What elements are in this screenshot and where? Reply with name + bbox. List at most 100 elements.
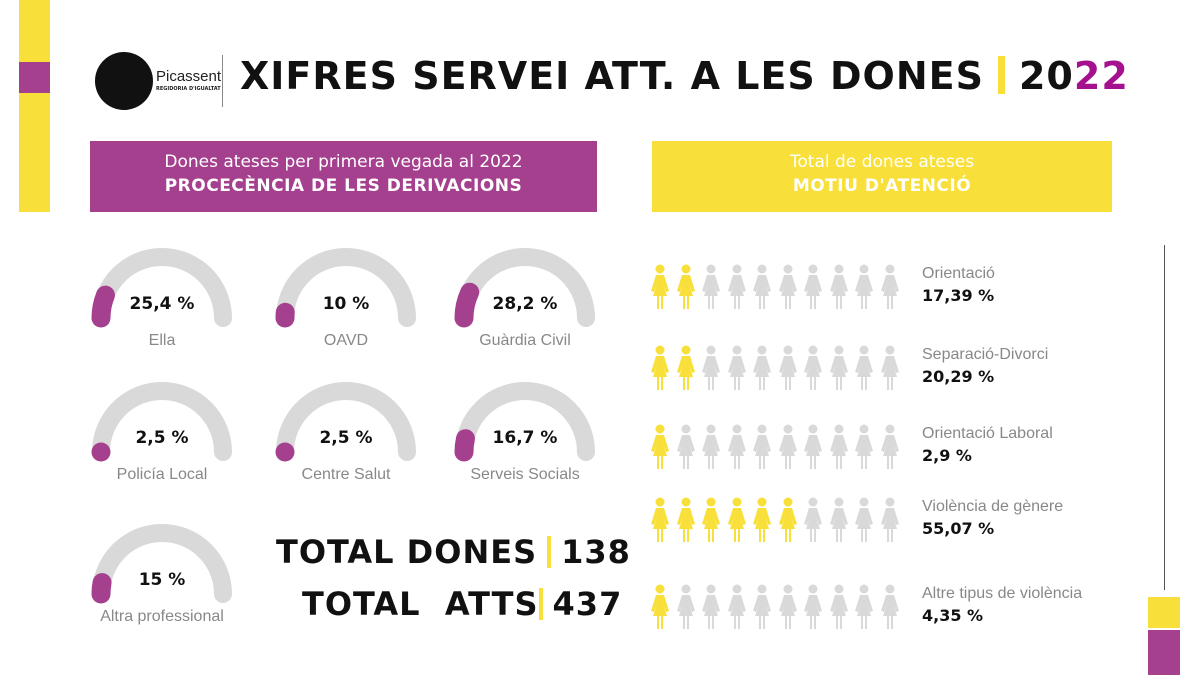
derivations-header: Dones ateses per primera vegada al 2022 … (90, 141, 597, 212)
woman-empty-icon (829, 497, 849, 545)
reasons-header: Total de dones ateses MOTIU D'ATENCIÓ (652, 141, 1112, 212)
gauge-arc (275, 248, 417, 328)
reason-value: 20,29 % (922, 367, 995, 386)
woman-empty-icon (803, 584, 823, 632)
gauge-fill (454, 248, 596, 328)
gauge-label: Policía Local (116, 466, 208, 483)
total-dones-value: 138 (561, 533, 631, 571)
gauge-value: 28,2 % (492, 294, 558, 314)
woman-empty-icon (701, 345, 721, 393)
gauge-arc (91, 248, 233, 328)
reason-value: 2,9 % (922, 446, 972, 465)
gauge-6: 15 % Altra professional (82, 524, 242, 634)
reason-label: Separació-Divorci (922, 346, 1049, 363)
woman-empty-icon (854, 497, 874, 545)
woman-empty-icon (752, 264, 772, 312)
gauge-fill (91, 248, 233, 328)
gauge-arc (91, 524, 233, 604)
woman-empty-icon (829, 264, 849, 312)
total-dones: TOTAL DONES 138 (276, 533, 631, 571)
woman-filled-icon (676, 264, 696, 312)
deco-corner-yellow (1148, 597, 1180, 628)
logo-name: Picassent (156, 68, 222, 85)
gauge-track (92, 524, 232, 603)
derivations-subtitle: Dones ateses per primera vegada al 2022 (164, 152, 523, 172)
reason-label: Orientació Laboral (922, 425, 1053, 442)
woman-empty-icon (829, 584, 849, 632)
woman-empty-icon (778, 424, 798, 472)
gauge-2: 28,2 % Guàrdia Civil (445, 248, 605, 358)
gauge-label: Centre Salut (301, 466, 391, 483)
reason-value: 17,39 % (922, 286, 995, 305)
pictograph-row (650, 264, 900, 312)
reason-label: Violència de gènere (922, 498, 1064, 515)
woman-empty-icon (803, 424, 823, 472)
pictograph-row (650, 497, 900, 545)
gauge-label: Ella (148, 332, 176, 349)
pictograph-row (650, 584, 900, 632)
pictograph-row (650, 424, 900, 472)
divider-line (1164, 245, 1165, 590)
total-atts-value: 437 (552, 585, 623, 623)
woman-empty-icon (727, 424, 747, 472)
woman-empty-icon (778, 584, 798, 632)
year-part-1: 20 (1018, 54, 1074, 98)
reasons-title: MOTIU D'ATENCIÓ (792, 176, 972, 196)
gauge-value: 16,7 % (492, 428, 558, 448)
reason-value: 4,35 % (922, 606, 984, 625)
woman-filled-icon (676, 497, 696, 545)
woman-empty-icon (880, 424, 900, 472)
woman-empty-icon (727, 264, 747, 312)
woman-empty-icon (701, 424, 721, 472)
gauge-4: 2,5 % Centre Salut (266, 382, 426, 492)
gauge-value: 2,5 % (319, 428, 373, 448)
woman-empty-icon (803, 345, 823, 393)
woman-empty-icon (778, 264, 798, 312)
gauge-track (276, 382, 416, 461)
woman-empty-icon (727, 584, 747, 632)
gauge-value: 15 % (138, 570, 186, 590)
derivations-title: PROCECÈNCIA DE LES DERIVACIONS (164, 176, 523, 196)
woman-empty-icon (752, 345, 772, 393)
woman-filled-icon (676, 345, 696, 393)
gauge-5: 16,7 % Serveis Socials (445, 382, 605, 492)
woman-empty-icon (701, 264, 721, 312)
reason-label: Orientació (922, 265, 995, 282)
woman-empty-icon (803, 497, 823, 545)
woman-empty-icon (854, 424, 874, 472)
logo-subtitle: REGIDORIA D'IGUALTAT (156, 86, 221, 92)
woman-empty-icon (829, 345, 849, 393)
woman-filled-icon (650, 424, 670, 472)
woman-filled-icon (701, 497, 721, 545)
title-text: XIFRES SERVEI ATT. A LES DONES (240, 54, 984, 98)
deco-corner-purple (1148, 630, 1180, 675)
woman-empty-icon (880, 264, 900, 312)
gauge-arc (275, 382, 417, 462)
woman-empty-icon (752, 424, 772, 472)
woman-filled-icon (650, 264, 670, 312)
reason-label: Altre tipus de violència (922, 585, 1083, 602)
gauge-arc (454, 382, 596, 462)
gauge-0: 25,4 % Ella (82, 248, 242, 358)
woman-filled-icon (752, 497, 772, 545)
woman-filled-icon (727, 497, 747, 545)
reasons-subtitle: Total de dones ateses (789, 152, 975, 172)
gauge-3: 2,5 % Policía Local (82, 382, 242, 492)
woman-filled-icon (650, 497, 670, 545)
gauge-track (92, 382, 232, 461)
pipe (547, 536, 552, 568)
gauge-track (276, 248, 416, 327)
gauge-1: 10 % OAVD (266, 248, 426, 358)
woman-empty-icon (752, 584, 772, 632)
gauge-value: 2,5 % (135, 428, 189, 448)
woman-empty-icon (854, 345, 874, 393)
woman-empty-icon (803, 264, 823, 312)
year-part-2: 22 (1073, 54, 1129, 98)
woman-empty-icon (727, 345, 747, 393)
deco-bar-top (19, 0, 50, 62)
gauge-value: 25,4 % (129, 294, 195, 314)
gauge-label: Altra professional (100, 608, 224, 625)
deco-bar-mid (19, 62, 50, 93)
woman-filled-icon (650, 345, 670, 393)
total-atts: TOTAL ATTS 437 (302, 585, 622, 623)
